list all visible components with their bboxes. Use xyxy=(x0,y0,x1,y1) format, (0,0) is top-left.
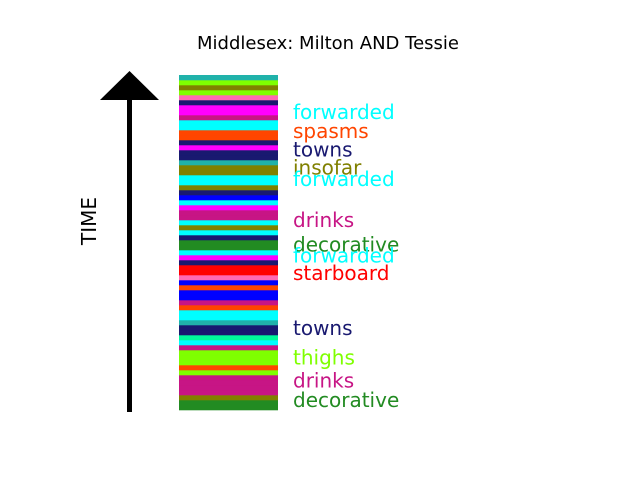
stripe-segment xyxy=(179,175,278,181)
stripe-segment xyxy=(179,365,278,371)
stripe-segment xyxy=(179,400,278,406)
stripe-segment xyxy=(179,385,278,391)
annotation-label: drinks xyxy=(293,369,354,393)
stripe-segment xyxy=(179,395,278,401)
stripe-segment xyxy=(179,205,278,211)
stripe-segment xyxy=(179,355,278,361)
stripe-segment xyxy=(179,375,278,381)
stripe-segment xyxy=(179,115,278,121)
stripe-segment xyxy=(179,110,278,116)
stripe-segment xyxy=(179,180,278,186)
stripe-segment xyxy=(179,390,278,396)
stripe-segment xyxy=(179,245,278,251)
chart-title: Middlesex: Milton AND Tessie xyxy=(197,33,459,54)
stripe-segment xyxy=(179,195,278,201)
annotation-label: towns xyxy=(293,316,353,340)
stripe-segment xyxy=(179,275,278,281)
stripe-segment xyxy=(179,130,278,136)
stripe-segment xyxy=(179,325,278,331)
stripe-segment xyxy=(179,250,278,256)
stripe-segment xyxy=(179,155,278,161)
stripe-segment xyxy=(179,105,278,111)
time-arrow xyxy=(100,71,159,412)
y-axis-label: TIME xyxy=(77,197,101,246)
annotation-label: spasms xyxy=(293,119,369,143)
stripe-segment xyxy=(179,350,278,356)
stripe-segment xyxy=(179,360,278,366)
stripe-segment xyxy=(179,340,278,346)
stripe-segment xyxy=(179,235,278,241)
stripe-segment xyxy=(179,280,278,286)
stripe-segment xyxy=(179,140,278,146)
annotation-label: towns xyxy=(293,138,353,162)
stripe-segment xyxy=(179,170,278,176)
stripe-segment xyxy=(179,240,278,246)
annotation-label: insofar xyxy=(293,155,362,179)
stripe-bar xyxy=(179,75,278,411)
stripe-segment xyxy=(179,300,278,306)
stripe-segment xyxy=(179,330,278,336)
stripe-segment xyxy=(179,310,278,316)
stripe-segment xyxy=(179,255,278,261)
stripe-segment xyxy=(179,320,278,326)
stripe-segment xyxy=(179,200,278,206)
stripe-segment xyxy=(179,100,278,106)
stripe-segment xyxy=(179,185,278,191)
stripe-segment xyxy=(179,120,278,126)
stripe-segment xyxy=(179,345,278,351)
stripe-segment xyxy=(179,215,278,221)
annotation-label: thighs xyxy=(293,346,355,370)
stripe-segment xyxy=(179,165,278,171)
annotation-label: starboard xyxy=(293,261,390,285)
stripe-segment xyxy=(179,160,278,166)
stripe-segment xyxy=(179,80,278,86)
stripe-segment xyxy=(179,265,278,271)
stripe-segment xyxy=(179,335,278,341)
stripe-segment xyxy=(179,220,278,226)
stripe-segment xyxy=(179,260,278,266)
annotation-labels: forwardedspasmstownsinsofarforwardeddrin… xyxy=(293,100,399,412)
stripe-segment xyxy=(179,295,278,301)
time-arrow-shaft xyxy=(127,99,132,412)
stripe-segment xyxy=(179,135,278,141)
stripe-segment xyxy=(179,230,278,236)
annotation-label: forwarded xyxy=(293,243,395,267)
stripe-segment xyxy=(179,145,278,151)
stripe-segment xyxy=(179,150,278,156)
stripe-segment xyxy=(179,75,278,81)
stripe-segment xyxy=(179,210,278,216)
stripe-segment xyxy=(179,225,278,231)
stripe-segment xyxy=(179,380,278,386)
stripe-segment xyxy=(179,305,278,311)
stripe-segment xyxy=(179,125,278,131)
stripe-segment xyxy=(179,370,278,376)
annotation-label: forwarded xyxy=(293,167,395,191)
time-arrow-head xyxy=(100,71,159,100)
annotation-label: forwarded xyxy=(293,100,395,124)
stripe-segment xyxy=(179,95,278,101)
annotation-label: decorative xyxy=(293,388,399,412)
annotation-label: decorative xyxy=(293,232,399,256)
stripe-segment xyxy=(179,405,278,411)
stripe-segment xyxy=(179,190,278,196)
stripe-segment xyxy=(179,285,278,291)
stripe-segment xyxy=(179,290,278,296)
stripe-segment xyxy=(179,90,278,96)
stripe-segment xyxy=(179,270,278,276)
annotation-label: drinks xyxy=(293,208,354,232)
stripe-segment xyxy=(179,315,278,321)
stripe-segment xyxy=(179,85,278,91)
